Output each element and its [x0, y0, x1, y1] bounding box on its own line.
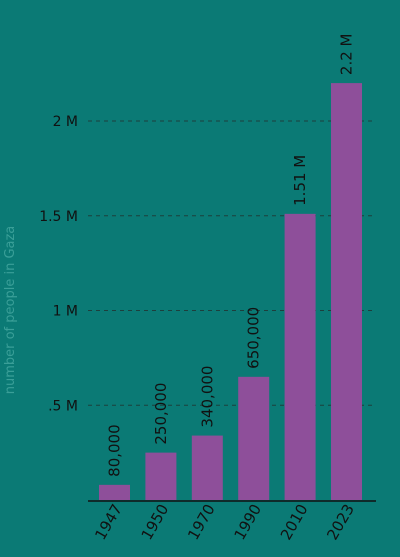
data-label: 1.51 M	[291, 155, 309, 206]
y-tick-label: 2 M	[53, 114, 78, 130]
data-label: 650,000	[245, 307, 263, 369]
bar	[238, 376, 270, 500]
bar	[284, 213, 316, 501]
y-axis-label: number of people in Gaza	[3, 226, 18, 395]
x-tick-label: 1970	[184, 501, 219, 543]
bars	[99, 83, 362, 501]
x-tick-label: 2010	[277, 501, 312, 543]
data-label: 80,000	[106, 424, 124, 477]
x-tick-labels: 1947 1950 1970 1990 2010 2023	[91, 501, 358, 543]
x-tick-label: 1947	[91, 501, 126, 543]
bar	[99, 484, 130, 500]
data-label: 250,000	[152, 383, 170, 445]
x-tick-label: 2023	[323, 501, 358, 543]
x-tick-label: 1990	[230, 501, 265, 543]
x-tick-label: 1950	[138, 501, 173, 543]
y-tick-label: .5 M	[48, 398, 78, 414]
gridlines	[88, 120, 373, 406]
y-tick-label: 1 M	[53, 304, 78, 320]
y-tick-label: 1.5 M	[39, 209, 78, 225]
data-labels: 80,000 250,000 340,000 650,000 1.51 M 2.2 M	[106, 34, 356, 477]
data-label: 340,000	[198, 366, 216, 428]
y-tick-labels: .5 M 1 M 1.5 M 2 M	[39, 114, 78, 414]
bar	[331, 83, 362, 500]
bar	[191, 435, 223, 500]
data-label: 2.2 M	[338, 34, 356, 76]
bar	[145, 452, 177, 500]
